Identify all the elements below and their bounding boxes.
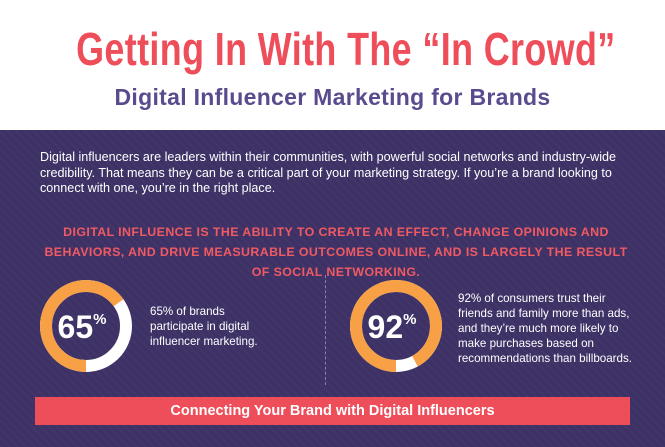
stat-text: 65% of brands participate in digital inf… (150, 305, 258, 348)
donut-arc (40, 280, 132, 372)
stat-text: 92% of consumers trust their friends and… (458, 292, 633, 365)
highlight-text: DIGITAL INFLUENCE IS THE ABILITY TO CREA… (44, 225, 628, 279)
donut: 92% (350, 280, 442, 372)
donut-unit: % (403, 311, 416, 328)
donut-unit: % (93, 311, 106, 328)
content-band (0, 130, 665, 447)
divider (325, 275, 326, 385)
donut-value: 92 (368, 309, 404, 345)
subtitle: Digital Influencer Marketing for Brands (114, 84, 551, 110)
title-wrap: Getting In With The “In Crowd” (0, 22, 665, 76)
intro-text: Digital influencers are leaders within t… (40, 150, 617, 195)
donut-value: 65 (58, 309, 94, 345)
donut-label: 65% (58, 309, 107, 345)
title: Getting In With The “In Crowd” (76, 23, 616, 75)
section-bar: Connecting Your Brand with Digital Influ… (35, 397, 630, 425)
donut-arc (350, 280, 442, 372)
donut: 65% (40, 280, 132, 372)
donut-label: 92% (368, 309, 417, 345)
